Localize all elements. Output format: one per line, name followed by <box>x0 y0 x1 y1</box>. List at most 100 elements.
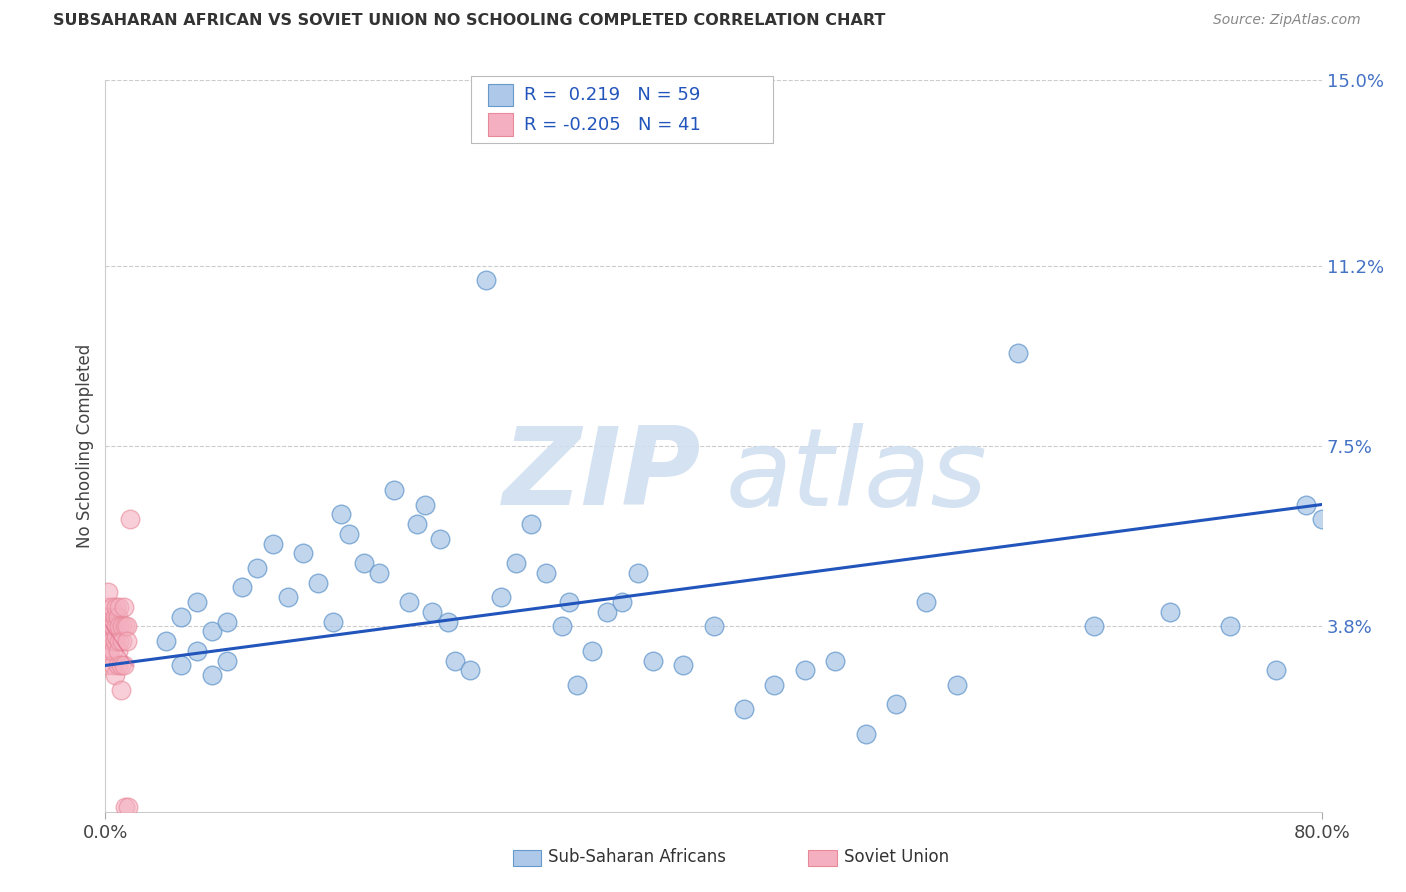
Point <box>368 566 391 580</box>
Point <box>292 546 315 560</box>
Point <box>111 619 134 633</box>
Point <box>105 629 128 643</box>
Point <box>108 599 131 614</box>
Point <box>103 634 125 648</box>
Point <box>702 619 725 633</box>
Point <box>1159 605 1181 619</box>
Point <box>1219 619 1241 633</box>
Point <box>413 498 436 512</box>
Point <box>330 508 353 522</box>
Text: Source: ZipAtlas.com: Source: ZipAtlas.com <box>1213 13 1361 28</box>
Point <box>1083 619 1105 633</box>
Point <box>103 609 125 624</box>
Point <box>98 629 121 643</box>
Point <box>100 634 122 648</box>
Point <box>97 619 120 633</box>
Point <box>97 644 120 658</box>
Text: Sub-Saharan Africans: Sub-Saharan Africans <box>548 848 727 866</box>
Point <box>246 561 269 575</box>
Point <box>101 619 124 633</box>
Point <box>111 634 134 648</box>
Point <box>118 512 141 526</box>
Point <box>100 619 122 633</box>
Point <box>444 654 467 668</box>
Point <box>98 609 121 624</box>
Point <box>114 619 136 633</box>
Point <box>763 678 786 692</box>
Point <box>458 663 481 677</box>
Point <box>101 658 124 673</box>
Point <box>1310 512 1333 526</box>
Point <box>96 599 118 614</box>
Point <box>217 654 239 668</box>
Point <box>201 624 224 639</box>
Point <box>1007 346 1029 360</box>
Point <box>170 658 193 673</box>
Point <box>322 615 344 629</box>
Point <box>307 575 329 590</box>
Text: ZIP: ZIP <box>503 422 702 528</box>
Point <box>277 590 299 604</box>
Point <box>641 654 664 668</box>
Point <box>186 595 208 609</box>
Point <box>107 658 129 673</box>
Point <box>945 678 967 692</box>
Text: R =  0.219   N = 59: R = 0.219 N = 59 <box>524 87 700 104</box>
Point <box>855 727 877 741</box>
Text: R = -0.205   N = 41: R = -0.205 N = 41 <box>524 116 702 134</box>
Point <box>105 619 128 633</box>
Point <box>201 668 224 682</box>
Point <box>436 615 458 629</box>
Point <box>382 483 405 497</box>
Text: Soviet Union: Soviet Union <box>844 848 949 866</box>
Point <box>824 654 846 668</box>
Point <box>337 526 360 541</box>
Point <box>550 619 572 633</box>
Point <box>733 702 755 716</box>
Point <box>1295 498 1317 512</box>
Point <box>915 595 938 609</box>
Point <box>420 605 443 619</box>
Point <box>231 581 253 595</box>
Point <box>353 556 375 570</box>
Point <box>558 595 581 609</box>
Point <box>398 595 420 609</box>
Text: SUBSAHARAN AFRICAN VS SOVIET UNION NO SCHOOLING COMPLETED CORRELATION CHART: SUBSAHARAN AFRICAN VS SOVIET UNION NO SC… <box>53 13 886 29</box>
Point <box>520 516 543 531</box>
Point <box>884 698 907 712</box>
Point <box>110 658 132 673</box>
Point <box>107 609 129 624</box>
Point <box>103 668 125 682</box>
Point <box>596 605 619 619</box>
Point <box>96 634 118 648</box>
Point <box>155 634 177 648</box>
Point <box>793 663 815 677</box>
Point <box>110 682 132 697</box>
Point <box>170 609 193 624</box>
Point <box>108 619 131 633</box>
Point <box>115 619 138 633</box>
Point <box>565 678 588 692</box>
Point <box>406 516 429 531</box>
Point <box>105 599 128 614</box>
Point <box>100 599 122 614</box>
Point <box>108 634 131 648</box>
Point <box>429 532 451 546</box>
Point <box>581 644 603 658</box>
Y-axis label: No Schooling Completed: No Schooling Completed <box>76 344 94 548</box>
Point <box>112 658 135 673</box>
Point <box>97 585 120 599</box>
Point <box>114 800 136 814</box>
Point <box>94 619 117 633</box>
Point <box>115 634 138 648</box>
Point <box>96 658 118 673</box>
Point <box>626 566 648 580</box>
Point <box>186 644 208 658</box>
Point <box>94 609 117 624</box>
Point <box>612 595 634 609</box>
Point <box>217 615 239 629</box>
Point <box>1265 663 1288 677</box>
Text: atlas: atlas <box>725 423 987 528</box>
Point <box>474 273 496 287</box>
Point <box>98 648 121 663</box>
